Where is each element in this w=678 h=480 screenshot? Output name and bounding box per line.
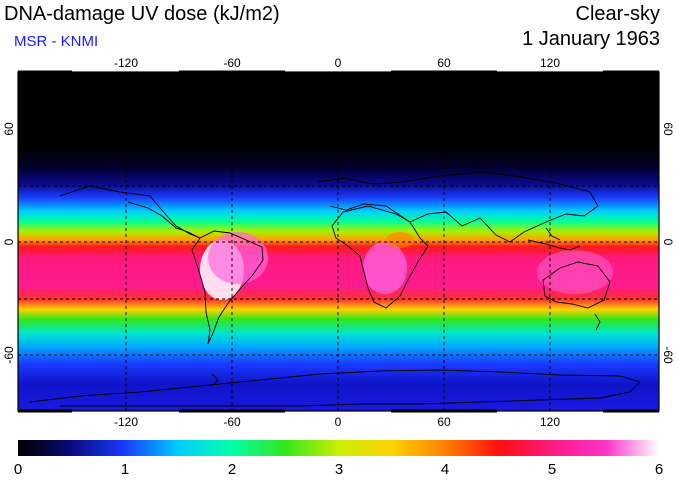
lat-tick-label: -60 (2, 346, 16, 364)
north-america-coast (59, 185, 201, 239)
map-field (18, 72, 659, 411)
lat-tick-label: 0 (2, 238, 16, 245)
lon-tick-label: 120 (540, 415, 560, 429)
antarctic-peninsula-coast (211, 373, 219, 387)
coastlines (29, 171, 641, 407)
lon-tick-label: 0 (335, 56, 342, 70)
new-zealand-coast (594, 313, 601, 331)
south-america-coast (191, 230, 264, 345)
lat-tick-label: 0 (661, 239, 675, 246)
lon-tick-label: 0 (335, 415, 342, 429)
lat-tick-label: 60 (661, 122, 675, 136)
lon-tick-label: -60 (223, 56, 241, 70)
lon-tick-label: 60 (437, 415, 451, 429)
australia-coast (542, 261, 611, 309)
southern-africa-hotspot (363, 242, 407, 294)
lon-tick-labels-bottom: -120 -60 0 60 120 (114, 415, 560, 429)
colorbar-tick-label: 2 (228, 461, 236, 478)
lon-tick-label: -120 (114, 56, 138, 70)
lat-tick-label: 60 (2, 122, 16, 136)
africa-coast (331, 205, 429, 309)
lat-tick-labels-left: 60 0 -60 (2, 122, 16, 364)
colorbar (18, 440, 659, 456)
lat-tick-labels-right: 60 0 -60 (661, 122, 675, 364)
map-title: DNA-damage UV dose (kJ/m2) (4, 3, 280, 25)
colorbar-tick-labels: 0 1 2 3 4 5 6 (14, 461, 663, 478)
indonesia-coast (527, 239, 581, 251)
map-frame (17, 71, 660, 412)
frame-segments (18, 70, 659, 413)
sky-condition-label: Clear-sky (575, 3, 660, 25)
lon-tick-label: 60 (437, 56, 451, 70)
lon-tick-labels-top: -120 -60 0 60 120 (114, 56, 560, 70)
colorbar-tick-label: 6 (655, 461, 663, 478)
uv-field-background (18, 72, 659, 411)
colorbar-tick-label: 3 (335, 461, 343, 478)
date-label: 1 January 1963 (522, 28, 660, 50)
antarctica-coast (29, 369, 641, 407)
source-label: MSR - KNMI (14, 33, 99, 50)
eurasia-coast (317, 171, 599, 243)
lon-tick-label: -60 (223, 415, 241, 429)
colorbar-tick-label: 4 (441, 461, 449, 478)
colorbar-tick-label: 5 (548, 461, 556, 478)
australia-hotspot (537, 250, 613, 294)
lon-tick-label: -120 (114, 415, 138, 429)
lon-tick-label: 120 (540, 56, 560, 70)
lat-tick-label: -60 (661, 346, 675, 364)
south-america-hotspot (208, 232, 268, 284)
colorbar-tick-label: 1 (121, 461, 129, 478)
colorbar-tick-label: 0 (14, 461, 22, 478)
gridlines (18, 72, 659, 411)
east-africa-band (386, 232, 414, 248)
philippines-coast (545, 227, 561, 241)
